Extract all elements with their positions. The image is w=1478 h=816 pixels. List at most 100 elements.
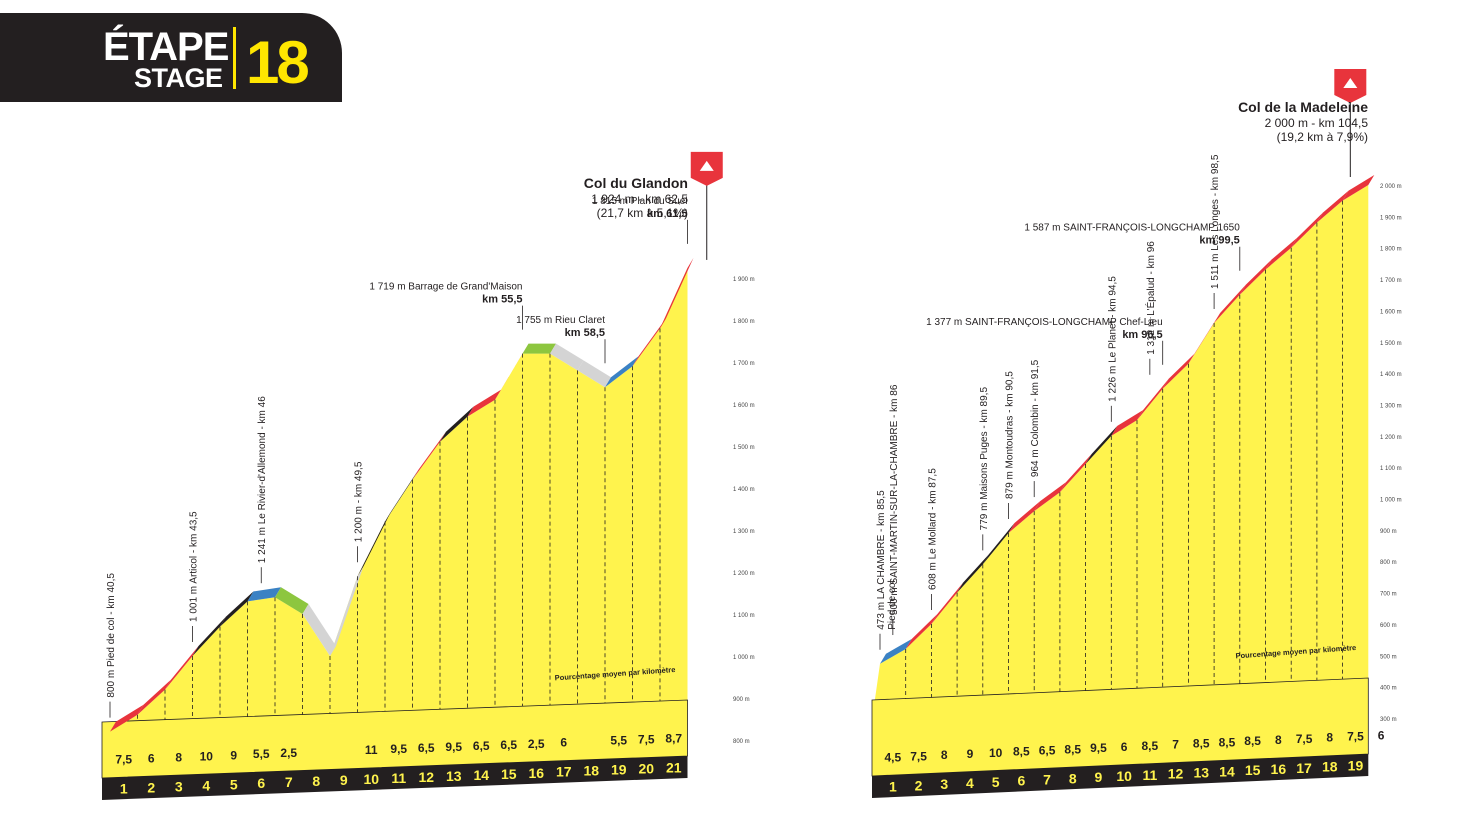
gradient-label: 6,5 [418, 741, 435, 755]
gradient-label: 9,5 [1090, 741, 1107, 755]
profile-band-segment [165, 646, 199, 690]
y-tick-label: 1 100 m [733, 613, 755, 619]
annotation-km: km 99,5 [1199, 235, 1239, 247]
km-label: 20 [638, 761, 654, 777]
annotation-text: 1 587 m SAINT-FRANÇOIS-LONGCHAMP 1650 [1024, 223, 1240, 234]
climb-title: Col de la Madeleine [1238, 99, 1368, 115]
gradient-strip [101, 699, 688, 779]
profile-band-segment [412, 431, 446, 480]
km-label: 7 [1043, 771, 1051, 787]
profile-band-segment [905, 613, 938, 650]
profile-band-segment [302, 604, 336, 656]
y-tick-label: 1 600 m [733, 403, 755, 409]
km-label: 8 [1069, 770, 1077, 786]
y-tick-label: 1 900 m [1380, 215, 1402, 221]
annotation-text: 964 m Colombin - km 91,5 [1030, 359, 1041, 477]
mountain-icon [699, 160, 714, 171]
y-tick-label: 500 m [1380, 654, 1397, 660]
km-label: 2 [147, 779, 155, 795]
profile-band-segment [632, 318, 666, 367]
y-tick-label: 1 200 m [733, 571, 755, 577]
gradient-label: 6,5 [473, 739, 490, 753]
profile-band-segment [247, 587, 281, 602]
km-label: 10 [1116, 768, 1132, 784]
km-label: 1 [120, 780, 128, 796]
gradient-label: 6,5 [500, 738, 517, 752]
profile-band-segment [330, 566, 364, 656]
km-label: 11 [391, 770, 406, 786]
profile-band-segment [275, 587, 309, 614]
km-label: 17 [556, 764, 572, 780]
gradient-label: 8,5 [1244, 734, 1261, 748]
profile-band-segment [385, 469, 419, 522]
y-tick-label: 600 m [1380, 623, 1397, 629]
climb-title: Col du Glandon [584, 175, 688, 191]
profile-band-segment [1342, 175, 1375, 201]
km-label: 18 [1322, 759, 1338, 775]
profile-band-segment [605, 356, 639, 388]
profile-band-segment [110, 704, 144, 732]
km-label: 19 [611, 762, 627, 778]
gradient-label: 2,5 [280, 746, 297, 760]
gradient-label: 9 [967, 747, 974, 761]
gradient-label: 7 [1172, 738, 1179, 752]
gradient-label: 4,5 [885, 750, 902, 764]
annotation-text: 608 m Le Mollard - km 87,5 [927, 468, 938, 590]
km-label: 8 [312, 773, 320, 789]
profile-band-segment [192, 616, 226, 656]
y-tick-label: 700 m [1380, 592, 1397, 598]
profile-band-segment [495, 343, 529, 400]
profile-band-segment [1188, 312, 1221, 364]
stage-label: STAGE [134, 63, 223, 93]
climb-info-line1: 1 924 m - km 62,5 [591, 192, 688, 206]
profile-band-segment [1162, 353, 1195, 389]
gradient-label: 9 [230, 748, 237, 762]
km-label: 1 [889, 778, 897, 794]
gradient-label: 10 [200, 749, 214, 763]
km-label: 2 [915, 777, 923, 793]
gradient-label: 8,7 [665, 732, 682, 746]
gradient-label: 11 [365, 743, 378, 757]
km-label: 16 [528, 765, 544, 781]
annotation-km: km 61,5 [647, 208, 687, 220]
gradient-label: 7,5 [115, 752, 132, 766]
km-label: 19 [1348, 758, 1364, 774]
y-tick-label: 800 m [733, 739, 750, 745]
km-label: 11 [1142, 767, 1157, 783]
gradient-label: 6 [1378, 728, 1385, 742]
annotation-text: 473 m LA CHAMBRE - km 85,5 [876, 490, 887, 630]
annotation-km: km 55,5 [482, 294, 522, 306]
km-label: 15 [1245, 762, 1261, 778]
y-tick-label: 900 m [1380, 529, 1397, 535]
y-tick-label: 1 100 m [1380, 466, 1402, 472]
profile-band-segment [1085, 425, 1118, 465]
km-label: 17 [1296, 760, 1312, 776]
col-du-glandon-profile: 800 m 900 m 1 000 m 1 100 m 1 200 m 1 300 m 1 … [101, 151, 755, 800]
gradient-label: 8 [175, 750, 182, 764]
km-label: 7 [285, 774, 293, 790]
profile-band-segment [931, 582, 964, 624]
km-label: 9 [340, 772, 348, 788]
gradient-label: 5,5 [610, 734, 627, 748]
annotation-text: 1 815 m Plan du Suel [592, 196, 688, 207]
y-tick-label: 1 400 m [1380, 372, 1402, 378]
profile-area [102, 267, 688, 742]
profile-band-segment [957, 554, 989, 593]
profile-band-segment [550, 343, 584, 371]
y-tick-label: 1 000 m [733, 655, 755, 661]
y-tick-label: 1 500 m [733, 445, 755, 451]
km-label: 6 [257, 775, 265, 791]
km-label: 4 [202, 777, 210, 793]
y-tick-label: 1 300 m [1380, 403, 1402, 409]
km-label: 14 [473, 767, 489, 783]
km-label: 5 [992, 774, 1000, 790]
annotation-km: km 58,5 [565, 327, 605, 339]
profile-band-segment [880, 639, 912, 664]
profile-band-segment [220, 591, 254, 627]
profile-band-segment [467, 389, 501, 417]
climb-info-line1: 2 000 m - km 104,5 [1265, 116, 1369, 130]
annotation-text: 879 m Montoudras - km 90,5 [1005, 371, 1016, 499]
annotation-text: 1 511 m Les Longes - km 98,5 [1210, 154, 1221, 289]
y-tick-label: 1 400 m [733, 487, 755, 493]
gradient-label: 8,5 [1142, 739, 1159, 753]
